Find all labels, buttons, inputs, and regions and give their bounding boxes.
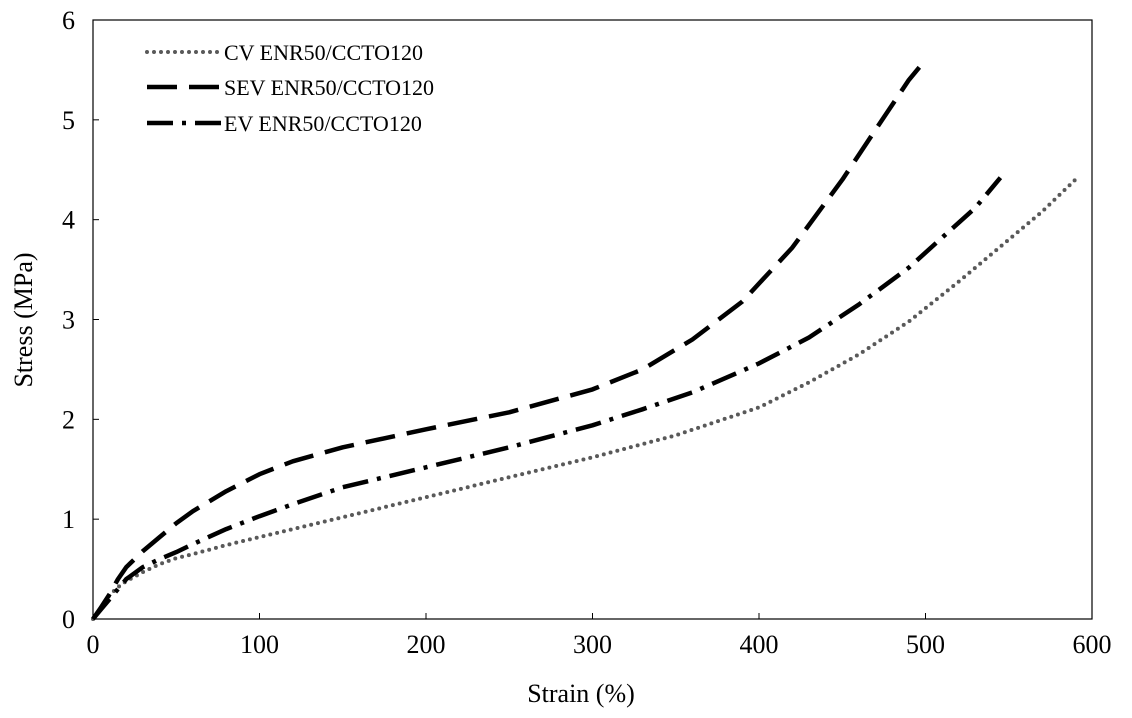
series-line-dotted [91,177,1078,621]
y-tick-label: 3 [62,306,75,335]
x-tick-label: 200 [407,630,446,659]
y-tick-label: 5 [62,106,75,135]
x-tick-label: 500 [906,630,945,659]
x-tick-label: 300 [573,630,612,659]
y-tick-label: 1 [62,505,75,534]
y-axis-title: Stress (MPa) [9,252,38,387]
plot-frame [92,19,1093,620]
legend-label: SEV ENR50/CCTO120 [224,75,434,100]
legend-label: CV ENR50/CCTO120 [224,40,423,65]
legend-label: EV ENR50/CCTO120 [224,111,422,136]
y-axis-ticks: 0 1 2 3 4 5 6 [62,6,99,634]
series-line-dash-dot [91,176,1003,621]
plot-area [92,19,1093,620]
legend: CV ENR50/CCTO120 SEV ENR50/CCTO120 EV ENR5… [145,40,434,136]
series-line-long-dash [91,58,928,621]
x-axis-ticks: 0 100 200 300 400 500 600 [87,613,1112,659]
y-tick-label: 6 [62,6,75,35]
x-tick-label: 600 [1073,630,1112,659]
x-tick-label: 400 [740,630,779,659]
series-layer [91,58,1078,621]
x-tick-label: 0 [87,630,100,659]
y-tick-label: 0 [62,605,75,634]
y-tick-label: 4 [62,206,75,235]
x-tick-label: 100 [240,630,279,659]
x-axis-title: Strain (%) [527,679,635,708]
y-tick-label: 2 [62,405,75,434]
